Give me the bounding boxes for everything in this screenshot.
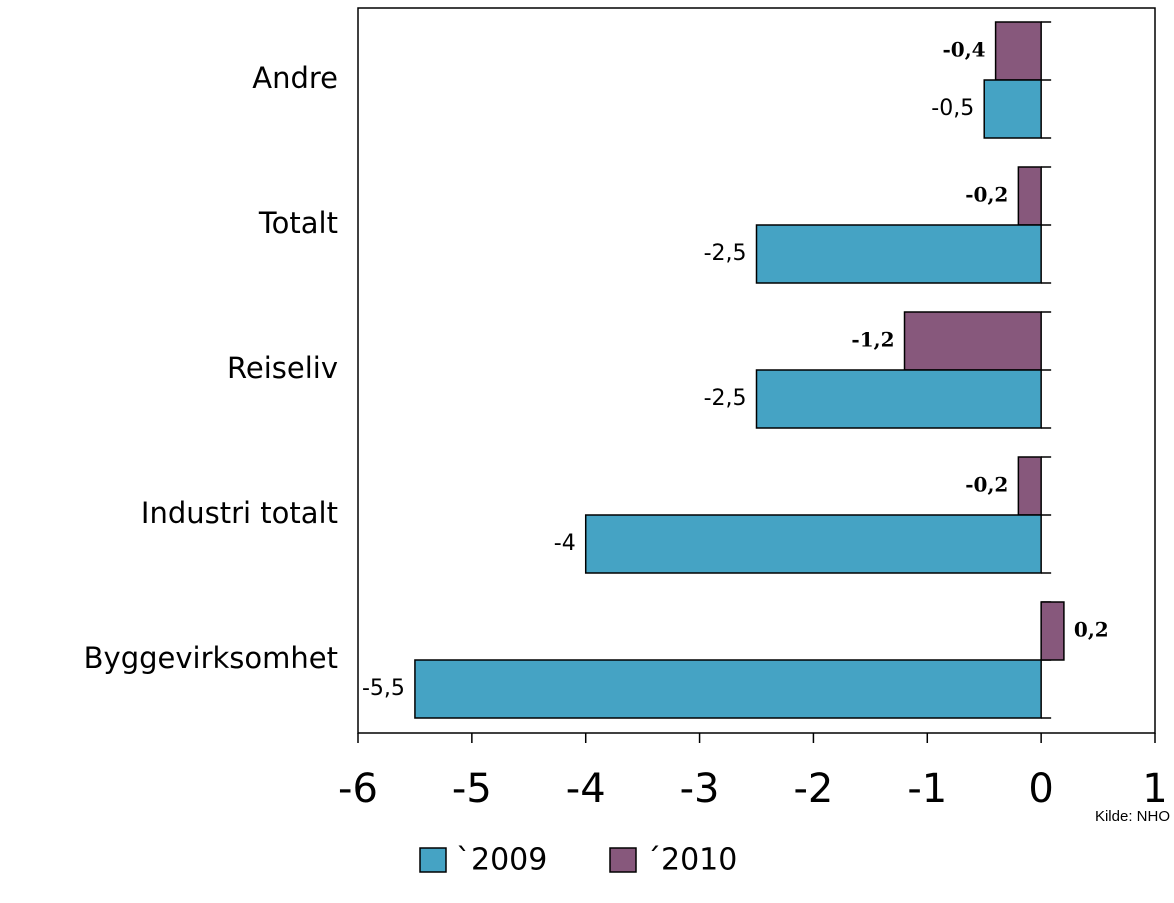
legend-swatch — [419, 847, 447, 873]
value-label: -0,2 — [965, 473, 1008, 497]
legend-label: `2009 — [456, 843, 547, 878]
bar — [1040, 601, 1065, 661]
category-label: Totalt — [258, 206, 338, 240]
bar — [983, 79, 1042, 139]
bar — [1017, 166, 1042, 226]
value-label: -5,5 — [362, 676, 405, 701]
bar — [1017, 456, 1042, 516]
value-label: -1,2 — [851, 328, 894, 352]
value-label: 0,2 — [1074, 618, 1109, 642]
x-tick-label: 1 — [1142, 766, 1167, 812]
x-tick-label: -4 — [566, 766, 606, 812]
category-label: Reiseliv — [227, 351, 338, 385]
x-tick-label: -2 — [793, 766, 833, 812]
category-label: Andre — [252, 61, 338, 95]
bar — [994, 21, 1042, 81]
x-tick-label: -1 — [907, 766, 947, 812]
category-label: Byggevirksomhet — [84, 641, 338, 675]
x-tick-label: -6 — [338, 766, 378, 812]
x-tick-label: -5 — [452, 766, 492, 812]
value-label: -0,2 — [965, 183, 1008, 207]
bar — [755, 369, 1042, 429]
bar — [903, 311, 1042, 371]
value-label: -0,4 — [942, 38, 985, 62]
value-label: -4 — [554, 531, 576, 556]
value-label: -0,5 — [931, 96, 974, 121]
bar — [414, 659, 1042, 719]
x-tick-label: -3 — [680, 766, 720, 812]
value-label: -2,5 — [704, 386, 747, 411]
value-label: -2,5 — [704, 241, 747, 266]
bar — [584, 514, 1042, 574]
legend-label: ´2010 — [646, 843, 737, 878]
source: Kilde: NHO — [1095, 808, 1170, 825]
x-tick-label: 0 — [1028, 766, 1053, 812]
bar — [755, 224, 1042, 284]
legend-swatch — [609, 847, 637, 873]
category-label: Industri totalt — [141, 496, 338, 530]
plot-frame — [357, 7, 1156, 734]
